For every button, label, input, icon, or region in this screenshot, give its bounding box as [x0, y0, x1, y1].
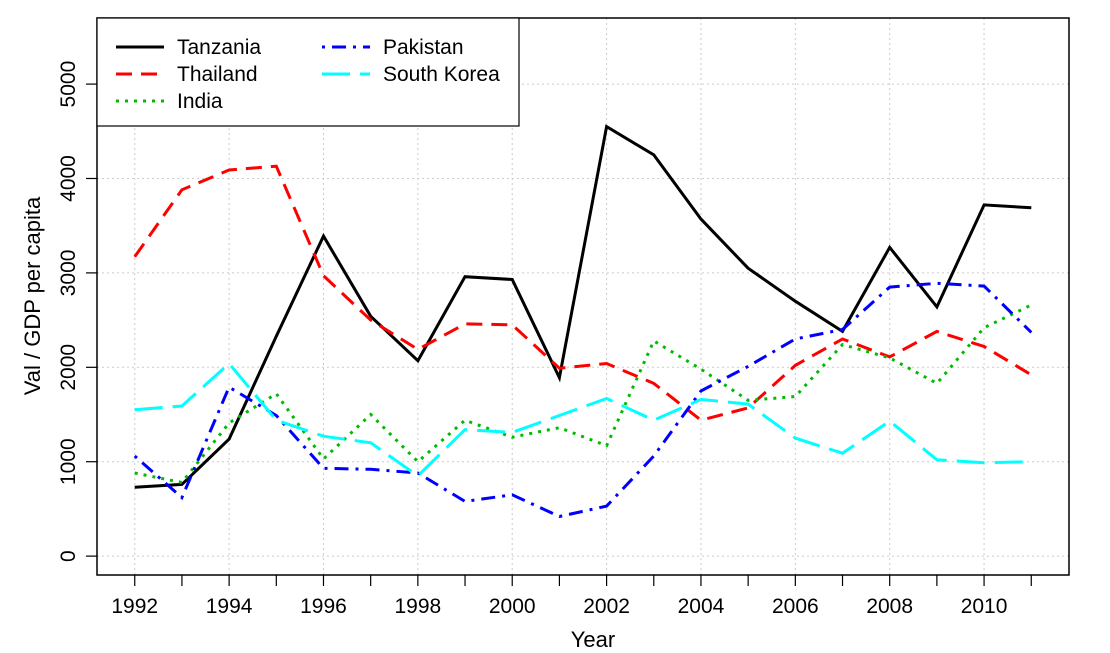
x-tick-label: 2002: [583, 595, 630, 618]
y-tick-label: 1000: [57, 438, 80, 485]
x-axis: 1992 1994 1996 1998 2000 2002 2004 2006 2008 2010: [111, 575, 1032, 618]
legend-box: [96, 17, 520, 127]
series-line: [134, 361, 1032, 478]
x-tick-label: 2006: [772, 595, 819, 618]
x-tick-label: 2008: [866, 595, 913, 618]
x-tick-label: 1992: [111, 595, 158, 618]
y-tick-label: 0: [57, 550, 80, 562]
plot-frame: [96, 17, 1070, 576]
series-line: [133, 164, 1033, 422]
y-tick-label: 2000: [57, 344, 80, 391]
series-line: [134, 124, 1032, 489]
x-axis-title: Year: [571, 627, 615, 652]
y-tick-label: 4000: [57, 155, 80, 202]
x-tick-label: 2010: [961, 595, 1008, 618]
x-tick-label: 1996: [300, 595, 347, 618]
x-tick-label: 1994: [206, 595, 253, 618]
legend-label: Pakistan: [383, 36, 464, 59]
x-tick-label: 2004: [678, 595, 725, 618]
legend-label: India: [177, 90, 223, 113]
y-tick-label: 5000: [57, 61, 80, 108]
legend-label: South Korea: [383, 63, 500, 86]
y-axis-title: Val / GDP per capita: [20, 196, 45, 395]
series-lines: [133, 124, 1033, 519]
legend-label: Thailand: [177, 63, 258, 86]
series-line: [133, 281, 1033, 519]
series-line: [134, 303, 1032, 485]
legend-label: Tanzania: [177, 36, 261, 59]
y-tick-label: 3000: [57, 250, 80, 297]
x-tick-label: 1998: [394, 595, 441, 618]
x-tick-label: 2000: [489, 595, 536, 618]
y-axis: 0 1000 2000 3000 4000 5000: [57, 61, 97, 562]
legend: Tanzania Thailand India Pakistan South Korea: [96, 17, 520, 127]
